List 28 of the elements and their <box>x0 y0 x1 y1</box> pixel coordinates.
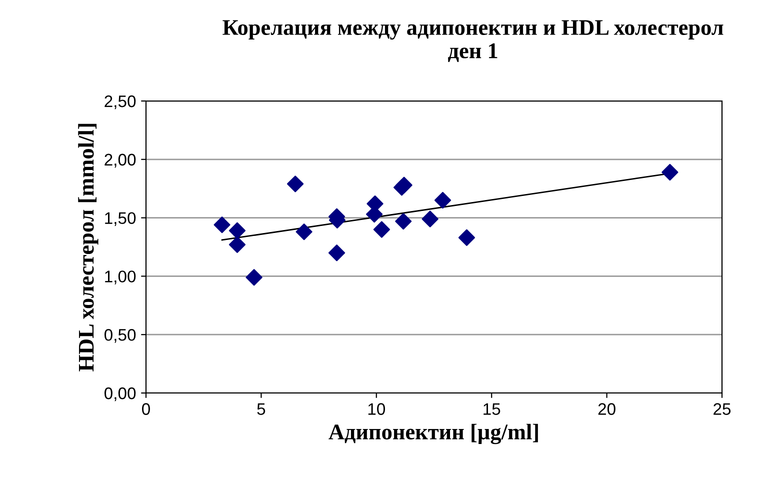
y-tick-label: 2,00 <box>104 154 136 168</box>
point <box>296 224 312 240</box>
x-axis-title: Адипонектин [µg/ml] <box>328 424 538 444</box>
point <box>662 164 678 181</box>
y-tick-label: 0,50 <box>104 329 136 343</box>
point <box>228 222 246 239</box>
point <box>373 221 390 238</box>
point <box>228 236 246 253</box>
x-tick-label: 15 <box>484 403 500 415</box>
point <box>395 213 412 230</box>
point <box>422 210 438 228</box>
point <box>328 244 346 262</box>
y-tick-label: 1,00 <box>105 270 136 284</box>
y-tick-label: 2,50 <box>104 95 136 110</box>
x-tick-label: 5 <box>257 403 266 415</box>
point <box>246 269 262 286</box>
point <box>286 176 304 192</box>
point <box>458 229 476 246</box>
x-tick-label: 20 <box>598 403 616 415</box>
y-tick-label: 1,50 <box>105 212 136 226</box>
x-tick-label: 10 <box>368 403 386 415</box>
x-tick-label: 25 <box>714 403 731 415</box>
x-tick-label: 0 <box>142 403 150 415</box>
chart-title: Корелация между адипонектин и HDL холестерол ден 1 <box>222 20 724 62</box>
y-tick-label: 0,00 <box>104 387 136 402</box>
point <box>434 192 452 209</box>
y-axis-title: HDL холестерол [mmol/l] <box>78 124 98 372</box>
point <box>214 216 230 234</box>
